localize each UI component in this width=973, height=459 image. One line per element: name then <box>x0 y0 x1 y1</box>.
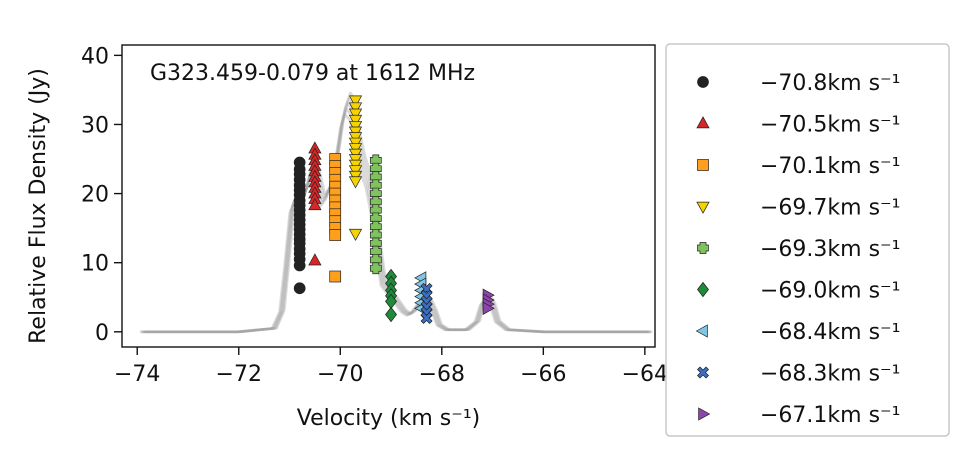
x-tick-label: −68 <box>419 362 465 387</box>
marker-layer <box>293 95 495 324</box>
legend-marker <box>695 324 708 338</box>
data-point <box>348 95 363 108</box>
legend-item: −69.7km s⁻¹ <box>696 196 900 221</box>
legend-marker <box>697 281 709 298</box>
data-point <box>308 198 322 211</box>
data-point <box>348 102 363 115</box>
legend-label: −68.4km s⁻¹ <box>760 320 900 345</box>
x-tick-label: −70 <box>317 362 363 387</box>
series-3 <box>329 153 342 283</box>
plot-frame <box>121 44 656 348</box>
series-1 <box>293 156 306 295</box>
legend-item: −69.0km s⁻¹ <box>697 279 900 304</box>
legend-label: −69.0km s⁻¹ <box>760 279 900 304</box>
data-point <box>308 253 322 266</box>
spectrum-trace-4 <box>143 96 652 334</box>
series-2 <box>308 141 322 266</box>
legend-label: −70.1km s⁻¹ <box>760 154 900 179</box>
legend-marker <box>697 159 709 171</box>
legend: −70.8km s⁻¹ −70.5km s⁻¹ −70.1km s⁻¹ −69.7km… <box>665 43 950 437</box>
series-8 <box>420 282 433 324</box>
data-point <box>329 229 342 241</box>
legend-box <box>665 43 950 437</box>
x-axis-label: Velocity (km s⁻¹) <box>297 406 481 431</box>
legend-marker <box>696 116 710 129</box>
chart-title: G323.459-0.079 at 1612 MHz <box>150 61 475 86</box>
x-tick-label: −72 <box>216 362 262 387</box>
legend-label: −67.1km s⁻¹ <box>760 403 900 428</box>
series-5 <box>369 154 382 275</box>
series-4 <box>348 95 363 241</box>
legend-item: −70.8km s⁻¹ <box>697 71 900 96</box>
data-point <box>293 259 306 272</box>
y-tick-label: 0 <box>95 321 109 346</box>
data-point <box>369 262 382 275</box>
data-point <box>482 301 495 315</box>
data-point <box>348 108 363 121</box>
y-tick-label: 20 <box>81 183 109 208</box>
y-tick-label: 10 <box>81 252 109 277</box>
data-point <box>348 114 363 127</box>
y-axis-label: Relative Flux Density (Jy) <box>26 68 51 344</box>
x-tick-label: −64 <box>622 362 668 387</box>
legend-marker <box>697 76 709 88</box>
x-tick-label: −74 <box>114 362 160 387</box>
legend-item: −69.3km s⁻¹ <box>697 237 900 262</box>
legend-item: −68.3km s⁻¹ <box>697 362 900 387</box>
data-point <box>420 311 433 324</box>
y-tick-label: 40 <box>81 44 109 69</box>
legend-marker <box>697 242 709 254</box>
legend-label: −69.3km s⁻¹ <box>760 237 900 262</box>
legend-item: −67.1km s⁻¹ <box>698 403 900 428</box>
series-6 <box>385 268 397 323</box>
legend-item: −68.4km s⁻¹ <box>695 320 900 345</box>
legend-marker <box>696 201 710 214</box>
legend-marker <box>697 366 709 379</box>
axis-layer: −74 −72 −70 −68 −66 −64 0 10 20 30 40 <box>81 44 668 387</box>
data-point <box>348 176 363 189</box>
legend-label: −70.8km s⁻¹ <box>760 71 900 96</box>
x-tick-label: −66 <box>520 362 566 387</box>
legend-label: −68.3km s⁻¹ <box>760 362 900 387</box>
y-tick-label: 30 <box>81 113 109 138</box>
legend-label: −69.7km s⁻¹ <box>760 196 900 221</box>
legend-marker <box>698 407 711 421</box>
legend-items: −70.8km s⁻¹ −70.5km s⁻¹ −70.1km s⁻¹ −69.7km… <box>695 71 900 428</box>
data-point <box>293 282 306 295</box>
spectrum-trace-5 <box>144 91 653 334</box>
data-point <box>348 228 363 241</box>
legend-label: −70.5km s⁻¹ <box>760 113 900 138</box>
data-point <box>385 306 397 323</box>
data-point <box>329 270 342 283</box>
legend-item: −70.1km s⁻¹ <box>697 154 900 179</box>
series-9 <box>482 288 495 315</box>
legend-item: −70.5km s⁻¹ <box>696 113 900 138</box>
